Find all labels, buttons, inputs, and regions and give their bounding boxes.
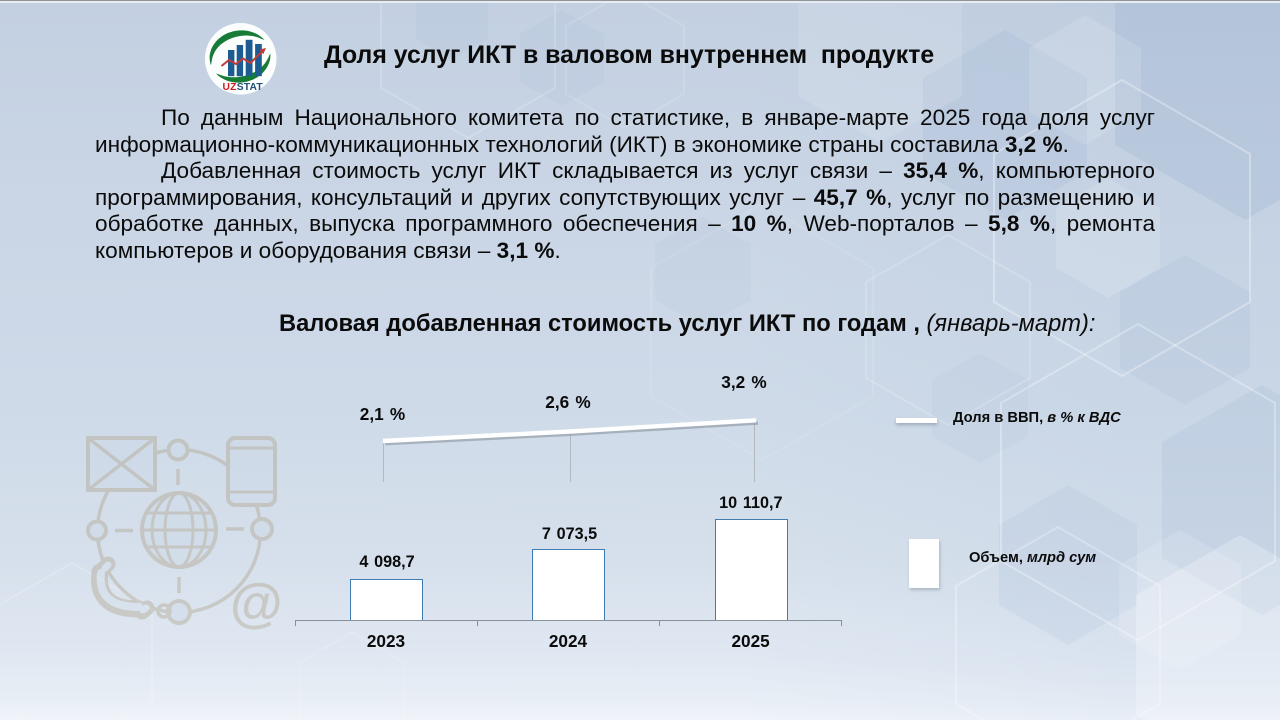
svg-text:UZSTAT: UZSTAT [223, 82, 264, 93]
svg-text:@: @ [230, 573, 283, 633]
